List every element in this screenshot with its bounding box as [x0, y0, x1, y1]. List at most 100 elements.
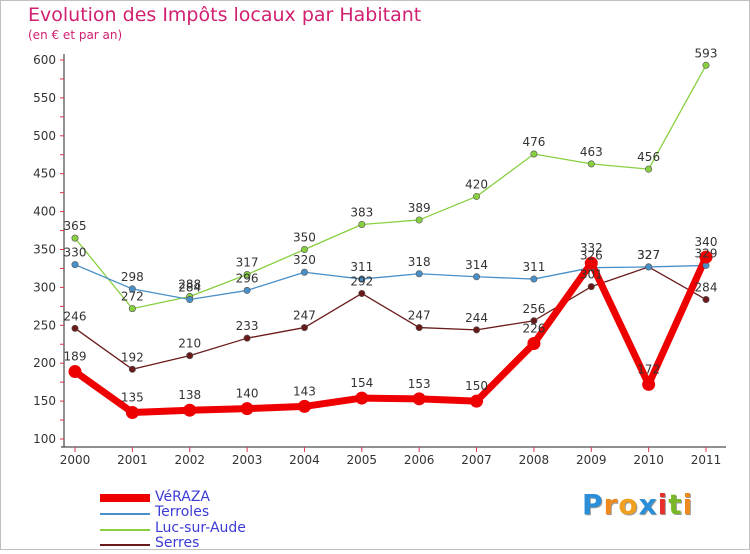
data-label: 135: [121, 390, 144, 404]
data-point: [125, 405, 139, 419]
series-lines: [72, 64, 710, 416]
data-label: 189: [64, 350, 87, 364]
data-point: [530, 275, 538, 283]
data-point: [355, 391, 369, 405]
data-point: [412, 392, 426, 406]
logo-letter: i: [657, 488, 669, 521]
data-point: [530, 150, 538, 158]
data-point: [243, 271, 251, 279]
data-label: 244: [465, 311, 488, 325]
data-point: [128, 285, 136, 293]
data-point: [183, 403, 197, 417]
data-point: [300, 324, 308, 332]
data-label: 296: [236, 271, 259, 285]
data-point: [68, 365, 82, 379]
x-tick-label: 2008: [519, 453, 550, 467]
data-label: 311: [350, 260, 373, 274]
data-label: 192: [121, 350, 144, 364]
legend-label: Luc-sur-Aude: [155, 520, 246, 536]
logo-letter: x: [638, 488, 658, 521]
y-tick-label: 200: [33, 356, 56, 370]
logo-letter: o: [618, 488, 639, 521]
legend-swatch: [100, 494, 150, 502]
data-label: 463: [580, 145, 603, 159]
data-point: [358, 220, 366, 228]
data-label: 284: [695, 281, 718, 295]
y-tick-label: 300: [33, 280, 56, 294]
logo-letter: r: [603, 488, 619, 521]
data-label: 456: [637, 150, 660, 164]
y-tick-label: 450: [33, 167, 56, 181]
data-label: 292: [350, 274, 373, 288]
data-point: [297, 399, 311, 413]
data-label: 247: [293, 309, 316, 323]
data-label: 288: [178, 277, 201, 291]
data-point: [699, 250, 713, 264]
x-tick-label: 2007: [461, 453, 492, 467]
data-label: 317: [236, 256, 259, 270]
data-labels: 189 135 138 140 143 154 153 150 226 332 172 340 330 2…: [64, 46, 718, 404]
data-label: 210: [178, 337, 201, 351]
data-label: 247: [408, 309, 431, 323]
data-point: [642, 377, 656, 391]
data-point: [702, 61, 710, 69]
y-tick-label: 500: [33, 129, 56, 143]
legend-label: VéRAZA: [155, 489, 211, 505]
data-label: 284: [178, 281, 201, 295]
data-point: [415, 270, 423, 278]
data-label: 233: [236, 319, 259, 333]
data-label: 340: [695, 235, 718, 249]
data-point: [186, 296, 194, 304]
y-tick-label: 600: [33, 53, 56, 67]
data-point: [300, 246, 308, 254]
series-line-1: [74, 264, 707, 301]
data-point: [473, 326, 481, 334]
data-point: [473, 192, 481, 200]
data-point: [243, 334, 251, 342]
data-label: 327: [637, 248, 660, 262]
data-point: [71, 261, 79, 269]
data-point: [71, 324, 79, 332]
data-label: 172: [637, 362, 660, 376]
data-label: 314: [465, 258, 488, 272]
data-label: 301: [580, 268, 603, 282]
data-point: [587, 160, 595, 168]
data-label: 420: [465, 177, 488, 191]
x-tick-label: 2010: [633, 453, 664, 467]
data-point: [530, 317, 538, 325]
x-tick-label: 2004: [289, 453, 320, 467]
data-point: [470, 394, 484, 408]
data-label: 256: [522, 302, 545, 316]
data-label: 326: [580, 249, 603, 263]
x-tick-label: 2001: [117, 453, 148, 467]
data-point: [358, 275, 366, 283]
logo-letter: t: [668, 488, 683, 521]
data-label: 143: [293, 384, 316, 398]
proxiti-logo: Proxiti: [582, 488, 693, 521]
data-label: 150: [465, 379, 488, 393]
data-label: 327: [637, 248, 660, 262]
y-tick-label: 100: [33, 432, 56, 446]
y-tick-label: 550: [33, 91, 56, 105]
y-tick-label: 250: [33, 318, 56, 332]
logo-letter: i: [682, 488, 694, 521]
data-point: [587, 283, 595, 291]
data-label: 140: [236, 387, 259, 401]
data-label: 153: [408, 377, 431, 391]
series-line-0: [72, 255, 710, 416]
data-point: [527, 336, 541, 350]
data-point: [128, 365, 136, 373]
x-tick-label: 2006: [404, 453, 435, 467]
legend-label: Serres: [155, 535, 200, 551]
x-tick-label: 2011: [691, 453, 722, 467]
x-tick-label: 2000: [60, 453, 91, 467]
series-points: [68, 61, 713, 419]
x-tick-label: 2009: [576, 453, 607, 467]
data-label: 329: [695, 246, 718, 260]
y-tick-label: 150: [33, 394, 56, 408]
x-tick-label: 2002: [174, 453, 205, 467]
data-label: 154: [350, 376, 373, 390]
y-tick-label: 350: [33, 243, 56, 257]
logo-letter: P: [582, 488, 604, 521]
x-tick-label: 2003: [232, 453, 263, 467]
